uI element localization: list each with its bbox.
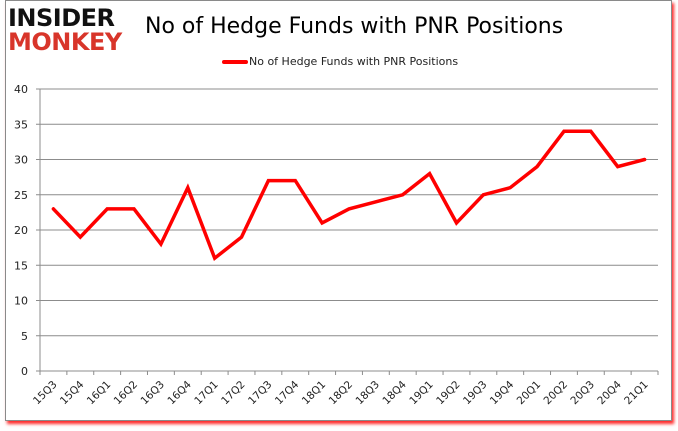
x-tick-label: 21Q1	[622, 379, 651, 408]
y-tick-label: 10	[14, 295, 28, 308]
x-tick-label: 18Q2	[327, 379, 356, 408]
y-tick-label: 20	[14, 224, 28, 237]
y-tick-label: 30	[14, 154, 28, 167]
y-tick-label: 40	[14, 83, 28, 96]
y-tick-label: 15	[14, 259, 28, 272]
logo-line-1: INSIDER	[8, 4, 115, 32]
y-tick-label: 5	[21, 330, 28, 343]
y-tick-label: 0	[21, 365, 28, 378]
x-tick-label: 15Q3	[31, 379, 60, 408]
chart-legend: No of Hedge Funds with PNR Positions	[222, 55, 458, 68]
x-tick-label: 20Q3	[568, 379, 597, 408]
x-tick-label: 17Q3	[246, 379, 275, 408]
logo-line-2: MONKEY	[8, 28, 122, 56]
legend-label: No of Hedge Funds with PNR Positions	[249, 55, 459, 68]
x-tick-label: 17Q1	[192, 379, 221, 408]
x-tick-label: 16Q3	[139, 379, 168, 408]
x-tick-label: 20Q4	[595, 378, 624, 407]
x-tick-label: 18Q1	[300, 379, 329, 408]
x-tick-label: 19Q2	[434, 379, 463, 408]
x-tick-label: 17Q4	[273, 378, 302, 407]
chart-title: No of Hedge Funds with PNR Positions	[145, 14, 564, 39]
x-tick-label: 19Q1	[407, 379, 436, 408]
legend-line-icon	[222, 59, 248, 64]
x-tick-label: 20Q1	[515, 379, 544, 408]
insider-monkey-logo: INSIDER MONKEY	[8, 6, 126, 54]
series-line	[51, 129, 647, 262]
x-tick-label: 20Q2	[542, 379, 571, 408]
x-tick-label: 16Q1	[85, 379, 114, 408]
x-tick-label: 16Q2	[112, 379, 141, 408]
x-tick-label: 18Q4	[380, 378, 409, 407]
x-tick-label: 15Q4	[58, 378, 87, 407]
x-tick-label: 18Q3	[353, 379, 382, 408]
y-tick-label: 25	[14, 189, 28, 202]
x-tick-label: 17Q2	[219, 379, 248, 408]
x-tick-label: 19Q3	[461, 379, 490, 408]
x-tick-label: 19Q4	[488, 378, 517, 407]
x-tick-label: 16Q4	[165, 378, 194, 407]
y-tick-label: 35	[14, 118, 28, 131]
